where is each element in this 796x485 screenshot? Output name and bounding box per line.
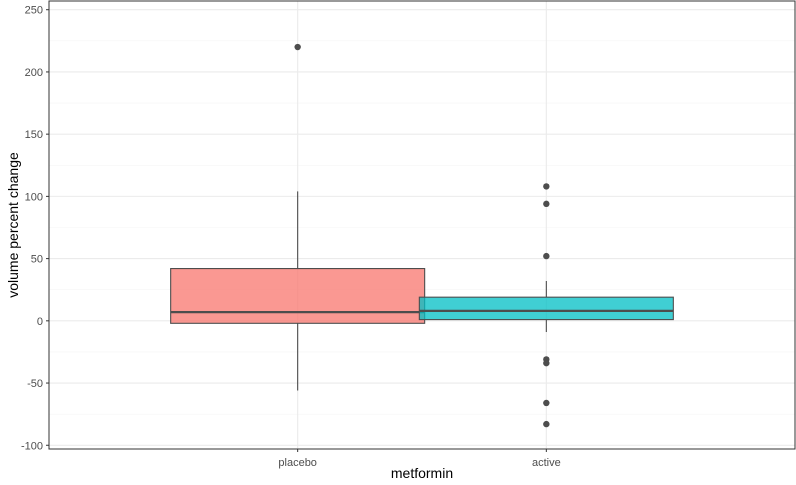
outlier-point [543,183,550,190]
y-axis-title: volume percent change [5,152,21,298]
outlier-point [543,399,550,407]
outlier-point [294,43,301,51]
y-tick-label: 50 [31,254,43,266]
x-tick-label: active [532,457,561,469]
x-tick-label: placebo [278,457,317,469]
box-active [418,296,674,321]
outlier-point [543,252,550,260]
y-tick-label: -50 [27,378,43,390]
outlier-point [543,359,550,367]
x-axis-title: metformin [391,465,453,481]
outlier-point [543,420,550,428]
y-tick-label: -100 [21,440,43,452]
y-tick-label: 0 [37,316,43,328]
y-tick-label: 100 [25,191,43,203]
box-placebo [170,268,426,324]
panel-border [48,0,796,450]
y-tick-label: 150 [25,129,43,141]
y-tick-label: 250 [25,5,43,17]
outlier-point [543,200,550,208]
box-layer [170,43,674,428]
y-tick-label: 200 [25,67,43,79]
axis-layer: -100 -50 0 50 100 150 200 250 placebo active [21,5,561,469]
grid-layer [49,1,795,449]
